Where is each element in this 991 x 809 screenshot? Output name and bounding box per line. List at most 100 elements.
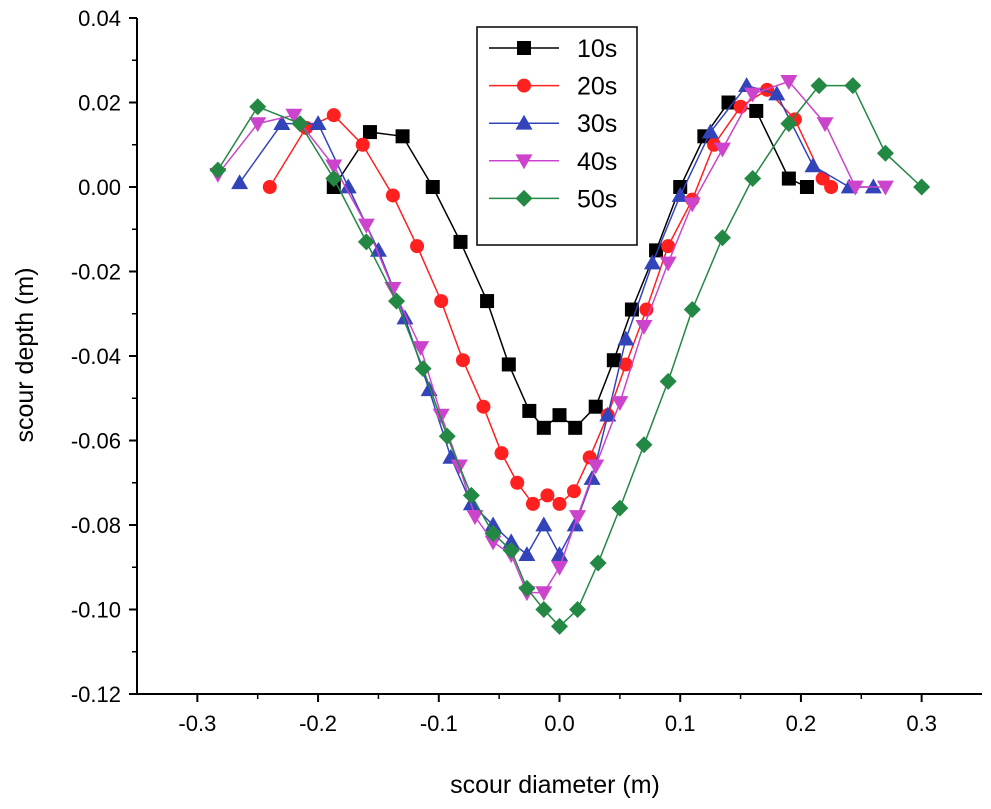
y-axis-label: scour depth (m) bbox=[11, 267, 39, 442]
data-point-40s bbox=[535, 586, 553, 602]
data-point-50s bbox=[611, 499, 629, 517]
data-point-30s bbox=[231, 174, 249, 190]
data-point-40s bbox=[484, 535, 502, 551]
data-point-10s bbox=[588, 399, 603, 414]
y-tick-label: -0.02 bbox=[71, 260, 121, 285]
data-point-30s bbox=[420, 381, 438, 397]
data-point-40s bbox=[780, 75, 798, 90]
data-point-50s bbox=[844, 77, 862, 95]
data-point-40s bbox=[587, 459, 605, 475]
data-point-30s bbox=[864, 178, 882, 194]
y-tick-label: -0.06 bbox=[71, 429, 121, 454]
data-point-50s bbox=[414, 360, 432, 378]
data-point-10s bbox=[721, 95, 736, 110]
legend-label-10s: 10s bbox=[577, 35, 617, 63]
legend-marker-50s bbox=[515, 189, 533, 207]
data-point-20s bbox=[639, 302, 654, 317]
legend-label-40s: 40s bbox=[577, 148, 617, 176]
series-layer bbox=[209, 75, 931, 635]
y-tick-label: 0.00 bbox=[78, 175, 121, 200]
series-20s bbox=[262, 82, 839, 511]
data-point-50s bbox=[535, 601, 553, 618]
data-point-50s bbox=[484, 524, 502, 542]
data-point-40s bbox=[551, 560, 568, 576]
series-30s bbox=[231, 77, 882, 561]
data-point-20s bbox=[661, 239, 676, 254]
data-point-30s bbox=[369, 241, 387, 257]
data-point-30s bbox=[701, 123, 719, 139]
data-point-50s bbox=[502, 541, 520, 559]
y-tick-label: -0.08 bbox=[71, 513, 121, 538]
series-40s bbox=[209, 75, 894, 602]
legend-label-50s: 50s bbox=[577, 185, 617, 213]
legend-box bbox=[476, 26, 638, 246]
data-point-30s bbox=[643, 254, 661, 270]
data-point-10s bbox=[362, 125, 377, 140]
y-tick-label: -0.12 bbox=[71, 682, 121, 707]
data-point-10s bbox=[395, 129, 410, 144]
data-point-50s bbox=[659, 372, 677, 390]
data-point-40s bbox=[412, 341, 430, 357]
data-point-40s bbox=[611, 396, 629, 411]
legend-label-20s: 20s bbox=[577, 73, 617, 101]
data-point-10s bbox=[480, 294, 495, 309]
y-tick-label: 0.04 bbox=[78, 6, 121, 31]
data-point-40s bbox=[683, 197, 701, 213]
data-point-20s bbox=[540, 488, 555, 503]
data-point-50s bbox=[569, 601, 587, 618]
data-point-50s bbox=[635, 436, 653, 454]
data-point-50s bbox=[780, 115, 798, 133]
data-point-30s bbox=[804, 157, 822, 173]
data-point-40s bbox=[816, 117, 834, 133]
data-point-50s bbox=[388, 292, 406, 310]
data-point-50s bbox=[438, 427, 456, 445]
x-tick-label: -0.3 bbox=[178, 711, 216, 736]
data-point-30s bbox=[599, 406, 617, 422]
data-point-50s bbox=[744, 170, 762, 188]
data-point-10s bbox=[453, 234, 468, 249]
data-point-20s bbox=[824, 180, 839, 194]
data-point-40s bbox=[744, 87, 762, 103]
data-point-10s bbox=[552, 408, 567, 423]
data-point-50s bbox=[518, 579, 536, 597]
data-point-20s bbox=[434, 294, 449, 309]
series-10s bbox=[326, 95, 814, 435]
x-tick-label: 0.0 bbox=[544, 711, 575, 736]
data-point-10s bbox=[568, 420, 583, 435]
data-point-50s bbox=[325, 170, 343, 188]
series-line-30s bbox=[238, 84, 874, 557]
data-point-20s bbox=[815, 171, 830, 186]
data-point-40s bbox=[713, 142, 731, 158]
data-point-50s bbox=[683, 301, 701, 319]
data-point-10s bbox=[522, 403, 537, 418]
data-point-50s bbox=[249, 98, 267, 116]
data-point-20s bbox=[552, 496, 567, 511]
data-point-30s bbox=[518, 546, 536, 561]
data-point-40s bbox=[876, 180, 894, 196]
data-point-20s bbox=[476, 399, 491, 414]
series-50s bbox=[209, 77, 931, 635]
data-point-20s bbox=[494, 446, 509, 461]
data-point-40s bbox=[249, 117, 267, 133]
data-point-40s bbox=[466, 510, 484, 526]
data-point-10s bbox=[749, 103, 764, 118]
data-point-20s bbox=[262, 180, 277, 194]
data-point-30s bbox=[502, 533, 520, 549]
data-point-40s bbox=[432, 408, 450, 424]
data-point-20s bbox=[510, 475, 525, 490]
data-point-40s bbox=[357, 218, 375, 234]
data-point-40s bbox=[846, 180, 864, 196]
data-point-30s bbox=[768, 85, 786, 101]
legend-marker-40s bbox=[515, 154, 533, 170]
data-point-50s bbox=[713, 229, 731, 247]
data-point-50s bbox=[462, 486, 480, 504]
data-point-30s bbox=[273, 115, 291, 130]
data-point-20s bbox=[618, 357, 633, 372]
x-tick-label: -0.1 bbox=[420, 711, 458, 736]
data-point-50s bbox=[876, 144, 894, 162]
data-point-30s bbox=[309, 115, 327, 130]
data-point-10s bbox=[536, 420, 551, 435]
data-point-30s bbox=[484, 516, 502, 532]
data-point-20s bbox=[355, 137, 370, 152]
